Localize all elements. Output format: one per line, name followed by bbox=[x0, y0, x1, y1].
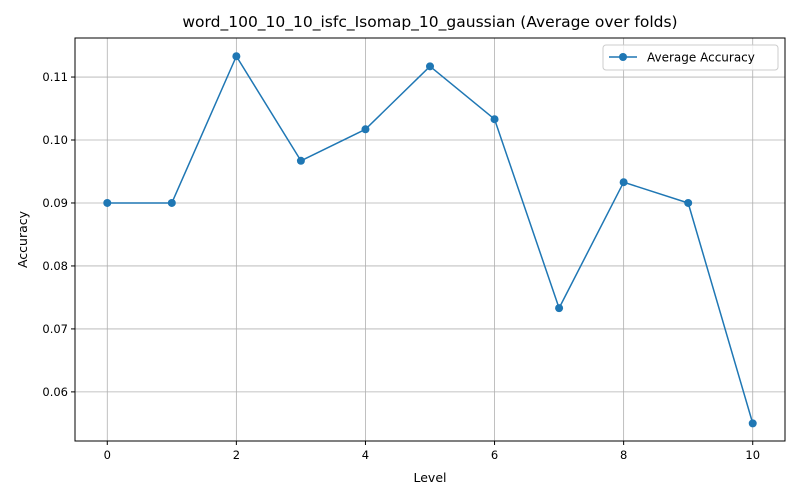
y-tick-label: 0.07 bbox=[42, 322, 68, 336]
data-point bbox=[555, 304, 564, 313]
y-tick-label: 0.06 bbox=[42, 385, 68, 399]
x-axis-label: Level bbox=[414, 470, 447, 485]
series-layer bbox=[103, 52, 757, 428]
data-point bbox=[748, 419, 757, 428]
y-axis-ticks: 0.06 0.07 0.08 0.09 0.10 0.11 bbox=[42, 70, 75, 399]
data-point bbox=[684, 198, 693, 207]
y-tick-label: 0.11 bbox=[42, 70, 68, 84]
x-tick-label: 2 bbox=[233, 448, 240, 462]
legend: Average Accuracy bbox=[602, 44, 779, 71]
grid bbox=[75, 38, 785, 441]
data-point bbox=[490, 115, 499, 124]
legend-label: Average Accuracy bbox=[647, 51, 755, 65]
legend-marker-swatch bbox=[619, 53, 627, 61]
x-tick-label: 4 bbox=[362, 448, 369, 462]
x-tick-label: 0 bbox=[104, 448, 111, 462]
y-tick-label: 0.08 bbox=[42, 259, 68, 273]
x-tick-label: 10 bbox=[745, 448, 760, 462]
x-axis-ticks: 0 2 4 6 8 10 bbox=[104, 441, 760, 462]
data-point bbox=[232, 52, 241, 61]
y-tick-label: 0.10 bbox=[42, 133, 68, 147]
legend-box bbox=[602, 44, 779, 71]
y-tick-label: 0.09 bbox=[42, 196, 68, 210]
data-point bbox=[167, 198, 176, 207]
chart-title: word_100_10_10_isfc_Isomap_10_gaussian (… bbox=[182, 13, 677, 32]
y-axis-label: Accuracy bbox=[15, 210, 30, 268]
data-point bbox=[619, 178, 628, 187]
x-tick-label: 8 bbox=[620, 448, 627, 462]
data-point bbox=[103, 198, 112, 207]
x-tick-label: 6 bbox=[491, 448, 498, 462]
data-point bbox=[361, 125, 370, 134]
data-point bbox=[426, 62, 434, 71]
plot-frame bbox=[74, 37, 786, 442]
data-point bbox=[296, 156, 305, 165]
